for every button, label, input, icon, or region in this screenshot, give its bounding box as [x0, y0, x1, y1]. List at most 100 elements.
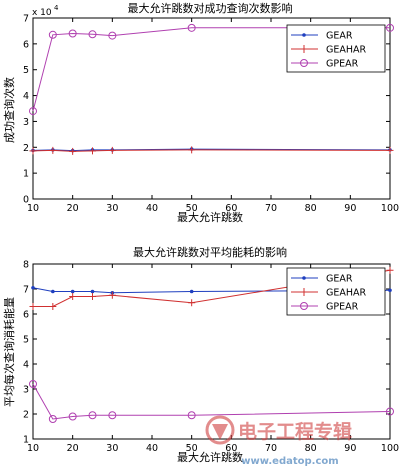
x-tick-label: 50 — [186, 203, 198, 214]
series-line-gpear — [32, 27, 390, 112]
y-tick-label: 8 — [23, 260, 29, 271]
legend-entry-gpear: GPEAR — [291, 59, 359, 70]
data-point-gear — [189, 289, 194, 294]
data-point-gpear — [187, 411, 196, 420]
x-tick-label: 30 — [106, 443, 118, 454]
data-point-geahar — [69, 293, 77, 300]
x-tick-label: 20 — [67, 443, 79, 454]
legend-label-gear: GEAR — [326, 31, 353, 42]
data-point-geahar — [49, 146, 57, 154]
chart-2-x-label: 最大允许跳数 — [177, 450, 243, 464]
legend-label-gear: GEAR — [326, 274, 353, 285]
data-point-gpear — [386, 407, 394, 416]
data-point-gpear — [29, 380, 37, 388]
x-tick-label: 70 — [265, 203, 277, 214]
data-point-gear — [70, 289, 75, 294]
x-tick-label: 90 — [344, 203, 356, 214]
data-point-geahar — [49, 303, 57, 310]
watermark-logo-icon — [205, 415, 235, 445]
data-point-gpear — [187, 23, 196, 32]
x-tick-label: 40 — [146, 203, 158, 214]
y-tick-label: 6 — [23, 310, 29, 321]
y-tick-label: 5 — [23, 335, 29, 346]
data-point-geahar — [108, 146, 116, 154]
chart-2-title: 最大允许跳数对平均能耗的影响 — [133, 245, 287, 259]
x-tick-label: 80 — [305, 443, 317, 454]
data-point-geahar — [29, 303, 37, 310]
y-tick-label: 1 — [23, 169, 29, 180]
data-point-gear — [31, 285, 35, 290]
chart-2-y-label: 平均每次查询消耗能量 — [2, 297, 16, 407]
legend-entry-gear: GEAR — [291, 274, 353, 285]
y-tick-label: 3 — [23, 385, 29, 396]
x-tick-label: 30 — [106, 203, 118, 214]
legend-entry-gear: GEAR — [291, 31, 353, 42]
data-point-geahar — [188, 146, 196, 154]
legend-entry-gpear: GPEAR — [291, 302, 359, 313]
legend-label-geahar: GEAHAR — [326, 288, 367, 299]
series-line-gpear — [32, 383, 391, 420]
chart-1-exponent-base: x 10 — [32, 8, 52, 18]
data-point-gear — [90, 289, 95, 294]
chart-1-title: 最大允许跳数对成功查询次数影响 — [128, 1, 293, 15]
chart-1-y-label: 成功查询次数 — [2, 77, 16, 143]
data-point-gear — [388, 288, 392, 293]
legend-label-gpear: GPEAR — [326, 302, 359, 313]
x-tick-label: 100 — [381, 203, 399, 214]
legend-label-geahar: GEAHAR — [326, 45, 367, 56]
y-tick-label: 6 — [23, 39, 29, 50]
chart-2-x-ticks: 10 20 30 40 50 60 70 80 90 100 — [27, 264, 399, 454]
data-point-geahar — [89, 147, 96, 155]
x-tick-label: 50 — [186, 443, 198, 454]
data-point-gear — [51, 289, 55, 294]
chart-2-y-ticks: 1 2 3 4 5 6 7 8 — [23, 260, 390, 446]
data-point-gpear — [48, 415, 57, 423]
x-tick-label: 80 — [305, 203, 317, 214]
x-tick-label: 70 — [265, 443, 277, 454]
x-tick-label: 90 — [344, 443, 356, 454]
y-tick-label: 4 — [23, 91, 29, 102]
y-tick-label: 7 — [23, 285, 29, 296]
y-tick-label: 2 — [23, 143, 29, 154]
y-tick-label: 2 — [23, 410, 29, 421]
y-tick-label: 7 — [23, 14, 29, 25]
chart-2-series-layer — [29, 266, 394, 423]
chart-1-exponent-power: 4 — [54, 4, 59, 12]
y-tick-label: 5 — [23, 65, 29, 76]
x-tick-label: 60 — [225, 203, 237, 214]
y-tick-label: 1 — [23, 435, 29, 446]
data-point-geahar — [386, 266, 394, 274]
data-point-geahar — [188, 299, 196, 307]
watermark-brand: 电子工程专辑 — [238, 420, 352, 443]
data-point-geahar — [89, 293, 96, 300]
x-tick-label: 10 — [27, 203, 39, 214]
legend-entry-geahar: GEAHAR — [291, 288, 367, 299]
x-tick-label: 20 — [67, 203, 79, 214]
y-tick-label: 4 — [23, 360, 29, 371]
data-point-gpear — [88, 411, 97, 420]
watermark: 电子工程专辑 www.edatop.com — [205, 415, 352, 467]
legend-entry-geahar: GEAHAR — [291, 45, 367, 56]
watermark-site: www.edatop.com — [241, 456, 338, 467]
data-point-gpear — [68, 29, 77, 38]
x-tick-label: 10 — [27, 443, 39, 454]
chart-1-x-ticks: 10 20 30 40 50 60 70 80 90 100 — [27, 18, 399, 214]
chart-1-y-ticks: 0 1 2 3 4 5 6 7 — [23, 14, 390, 206]
chart-2: 最大允许跳数对平均能耗的影响 1 2 3 4 5 6 7 8 10 20 30 40 50 60 70 80… — [2, 245, 399, 464]
data-point-gpear — [386, 23, 394, 32]
chart-1: 最大允许跳数对成功查询次数影响 x 10 4 0 1 2 3 4 5 6 7 10 20 30 40… — [2, 1, 399, 224]
chart-1-x-label: 最大允许跳数 — [177, 210, 243, 224]
data-point-geahar — [108, 291, 116, 299]
data-point-geahar — [29, 147, 37, 155]
data-point-gpear — [88, 30, 97, 39]
x-tick-label: 40 — [146, 443, 158, 454]
y-tick-label: 3 — [23, 117, 29, 128]
data-point-geahar — [69, 147, 77, 155]
legend-label-gpear: GPEAR — [326, 59, 359, 70]
chart-1-series-layer — [29, 23, 394, 155]
x-tick-label: 60 — [225, 443, 237, 454]
data-point-gpear — [68, 412, 77, 421]
data-point-gpear — [108, 411, 117, 420]
data-point-gpear — [29, 107, 37, 116]
